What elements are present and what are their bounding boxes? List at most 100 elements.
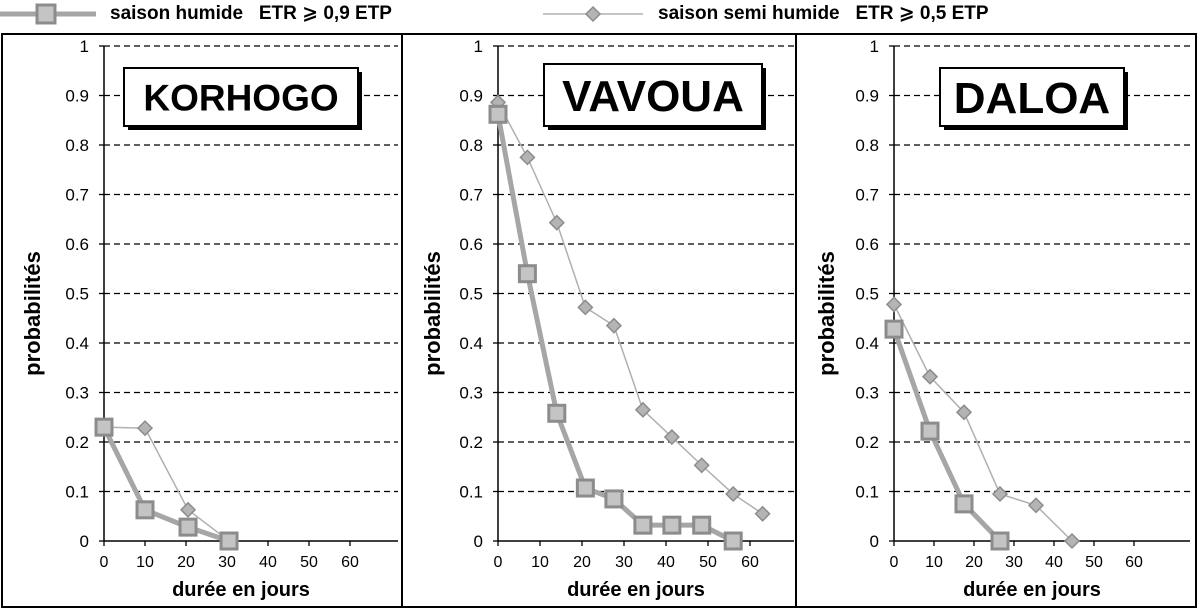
x-tick-label: 10 (531, 554, 549, 571)
data-point-semi-humide (519, 149, 536, 166)
y-axis-label: probabilités (814, 251, 839, 376)
legend-diamond-marker (584, 5, 602, 23)
y-tick-label: 1 (870, 37, 879, 56)
data-point-humide (692, 515, 712, 535)
legend-square-marker (35, 3, 57, 25)
title-box (543, 63, 763, 127)
data-point-semi-humide (136, 420, 154, 437)
x-tick-label: 40 (259, 554, 277, 571)
x-axis-label: durée en jours (172, 579, 310, 601)
y-tick-label: 0.7 (65, 186, 89, 205)
legend-label-semi-humide: saison semi humide ETR ⩾ 0,5 ETP (658, 3, 989, 24)
title-box (939, 67, 1125, 127)
x-tick-label: 60 (741, 554, 759, 571)
data-point-semi-humide (548, 214, 565, 231)
y-tick-label: 0.9 (459, 87, 483, 106)
x-tick-label: 40 (1045, 554, 1063, 571)
x-tick-label: 60 (1125, 554, 1143, 571)
data-point-semi-humide (693, 457, 710, 474)
x-tick-label: 30 (1005, 554, 1023, 571)
data-point-semi-humide (754, 505, 771, 522)
y-tick-label: 0.6 (459, 235, 483, 254)
x-tick-label: 10 (136, 554, 154, 571)
y-tick-label: 0.4 (459, 334, 483, 353)
y-tick-label: 0.8 (65, 136, 89, 155)
data-point-humide (990, 531, 1010, 551)
data-point-humide (135, 500, 155, 520)
data-point-humide (723, 531, 743, 551)
data-point-humide (517, 264, 537, 284)
x-tick-label: 60 (341, 554, 359, 571)
y-tick-label: 0.5 (65, 285, 89, 304)
data-point-humide (604, 489, 624, 509)
data-point-semi-humide (663, 428, 680, 446)
x-tick-label: 50 (1085, 554, 1103, 571)
data-point-humide (547, 403, 567, 423)
data-point-semi-humide (179, 501, 197, 518)
data-point-humide (575, 478, 595, 498)
y-tick-label: 0.6 (855, 235, 879, 254)
data-point-humide (920, 421, 940, 441)
x-axis-label: durée en jours (963, 579, 1101, 601)
y-tick-label: 0.8 (459, 136, 483, 155)
y-tick-label: 0.9 (65, 87, 89, 106)
data-point-humide (94, 417, 114, 437)
series-line-semi-humide (893, 304, 1073, 542)
data-point-humide (178, 517, 198, 537)
y-axis-label: probabilités (20, 251, 45, 376)
x-tick-label: 0 (890, 554, 899, 571)
y-tick-label: 0.5 (459, 285, 483, 304)
series-line-humide (891, 328, 1002, 543)
legend-label-humide: saison humide ETR ⩾ 0,9 ETP (110, 3, 392, 24)
series-line-humide (101, 426, 230, 544)
data-point-humide (219, 531, 239, 551)
series-line-semi-humide (103, 426, 230, 542)
x-tick-label: 0 (494, 554, 503, 571)
x-axis-label: durée en jours (567, 579, 705, 601)
y-tick-label: 0.2 (65, 433, 89, 452)
x-tick-label: 30 (615, 554, 633, 571)
y-tick-label: 0.9 (855, 87, 879, 106)
y-tick-label: 0.1 (65, 483, 89, 502)
y-tick-label: 1 (474, 37, 483, 56)
data-point-semi-humide (1063, 532, 1081, 550)
x-tick-label: 50 (699, 554, 717, 571)
title-box (123, 67, 359, 127)
x-tick-label: 40 (657, 554, 675, 571)
y-tick-label: 0 (474, 532, 483, 551)
y-tick-label: 0 (80, 532, 89, 551)
y-axis-label: probabilités (420, 251, 445, 376)
x-tick-label: 10 (925, 554, 943, 571)
data-point-semi-humide (1027, 497, 1045, 514)
data-point-semi-humide (605, 317, 622, 334)
data-point-semi-humide (634, 401, 651, 418)
x-tick-label: 20 (965, 554, 983, 571)
y-tick-label: 0.7 (459, 186, 483, 205)
y-tick-label: 0.1 (459, 483, 483, 502)
chart-frame (795, 33, 1197, 608)
chart-panel-korhogo: 00.10.20.30.40.50.60.70.80.910 10 20 30 40 50… (1, 33, 403, 608)
data-point-humide (633, 515, 653, 535)
y-tick-label: 0.4 (65, 334, 89, 353)
y-tick-label: 0 (870, 532, 879, 551)
chart-panel-vavoua: 00.10.20.30.40.50.60.70.80.910 10 20 30 40 50… (401, 33, 797, 608)
y-tick-label: 0.1 (855, 483, 879, 502)
chart-title: VAVOUA (562, 72, 744, 121)
data-point-semi-humide (991, 485, 1009, 503)
data-point-semi-humide (885, 296, 903, 313)
x-tick-label: 20 (573, 554, 591, 571)
y-tick-label: 0.8 (855, 136, 879, 155)
x-tick-label: 0 (100, 554, 109, 571)
data-point-semi-humide (955, 404, 973, 421)
y-tick-label: 0.3 (65, 384, 89, 403)
data-point-humide (884, 319, 904, 339)
y-tick-label: 1 (80, 37, 89, 56)
chart-title: DALOA (954, 74, 1110, 123)
data-point-semi-humide (725, 485, 742, 503)
series-line-semi-humide (497, 102, 764, 515)
y-tick-label: 0.3 (855, 384, 879, 403)
y-tick-label: 0.2 (855, 433, 879, 452)
data-point-semi-humide (921, 368, 939, 385)
legend-symbols (0, 3, 643, 25)
